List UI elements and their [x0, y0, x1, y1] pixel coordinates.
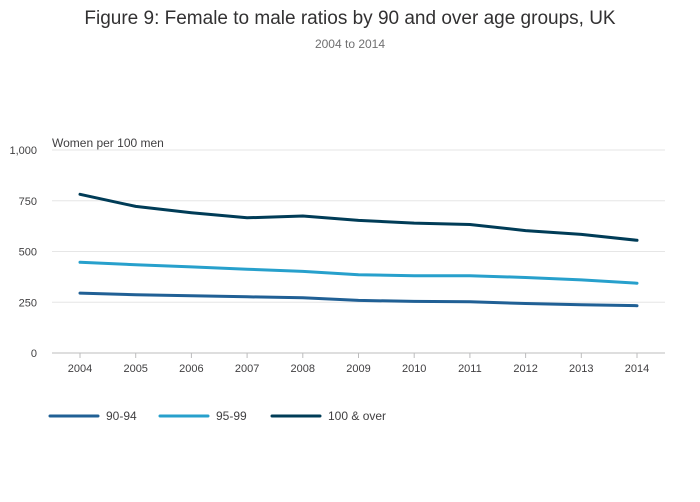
chart-title: Figure 9: Female to male ratios by 90 an… [84, 8, 616, 29]
x-tick-label: 2006 [179, 363, 203, 375]
y-tick-label: 500 [19, 247, 37, 259]
x-tick-label: 2013 [569, 363, 593, 375]
series-line-100-over [78, 192, 639, 242]
legend-label: 90-94 [106, 409, 137, 423]
y-tick-label: 0 [31, 348, 37, 360]
y-tick-label: 750 [19, 196, 37, 208]
x-tick-label: 2014 [625, 363, 649, 375]
x-tick-label: 2010 [402, 363, 426, 375]
chart-subtitle: 2004 to 2014 [315, 37, 385, 51]
series-line-95-99 [78, 260, 639, 285]
x-tick-label: 2007 [235, 363, 259, 375]
x-axis: 2004 2005 2006 2007 2008 2009 2010 2011 2012 2013… [68, 353, 649, 375]
x-tick-label: 2008 [291, 363, 315, 375]
x-tick-label: 2004 [68, 363, 92, 375]
y-tick-label: 250 [19, 297, 37, 309]
series-lines [78, 192, 639, 308]
legend: 90-94 95-99 100 & over [48, 409, 386, 423]
x-tick-label: 2011 [458, 363, 482, 375]
gridlines [52, 149, 665, 354]
series-line-90-94 [78, 291, 639, 308]
legend-label: 95-99 [216, 409, 247, 423]
x-tick-label: 2005 [123, 363, 147, 375]
x-tick-label: 2012 [513, 363, 537, 375]
y-axis-label: Women per 100 men [52, 136, 164, 150]
y-axis-ticks: 0 250 500 750 1,000 [9, 145, 37, 360]
y-tick-label: 1,000 [9, 145, 37, 157]
legend-label: 100 & over [328, 409, 386, 423]
x-tick-label: 2009 [346, 363, 370, 375]
